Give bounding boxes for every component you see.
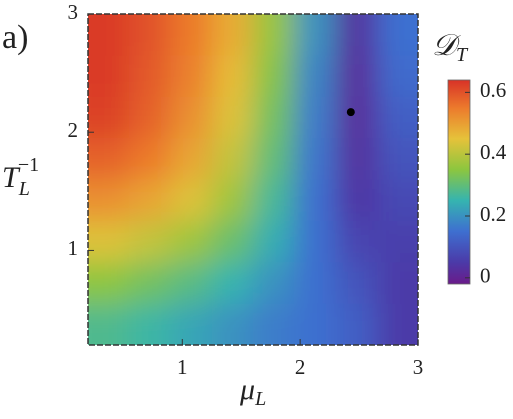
y-tick-label: 2 — [68, 118, 79, 142]
colorbar-tick-label: 0 — [480, 264, 491, 288]
heat-cell — [376, 303, 418, 345]
heat-cell — [253, 262, 295, 305]
y-label-sup: −1 — [18, 154, 39, 176]
heat-cell — [294, 96, 336, 139]
heat-cell — [170, 55, 213, 98]
colorbar-tick-label: 0.2 — [480, 202, 506, 226]
x-tick-label: 1 — [177, 355, 188, 379]
heat-cell — [88, 96, 130, 139]
heat-cell — [129, 262, 171, 305]
heat-cell — [88, 14, 130, 56]
y-label-base: T — [2, 161, 21, 194]
colorbar — [447, 79, 471, 285]
heat-cell — [376, 179, 418, 222]
heat-cell — [253, 55, 295, 98]
heat-cell — [335, 138, 378, 180]
heat-cell — [129, 138, 171, 180]
heat-cell — [253, 303, 295, 345]
heat-cell — [253, 220, 295, 263]
colorbar-label: 𝒟T — [432, 29, 469, 66]
heat-cell — [129, 55, 171, 98]
heat-cell — [211, 96, 254, 139]
marker-point — [346, 108, 355, 117]
heat-cell — [129, 14, 171, 56]
y-tick-label: 1 — [68, 236, 79, 260]
colorbar-label-sub: T — [456, 44, 469, 66]
heat-cell — [335, 262, 378, 305]
heat-cell — [294, 303, 336, 345]
heat-cell — [170, 138, 213, 180]
heat-cell — [211, 55, 254, 98]
heat-cell — [170, 14, 213, 56]
y-label-sub: L — [18, 178, 30, 200]
heat-cell — [129, 220, 171, 263]
plot-frame — [87, 13, 419, 346]
heat-cell — [170, 303, 213, 345]
heat-cell — [253, 179, 295, 222]
heat-cell — [376, 138, 418, 180]
heat-cell — [129, 96, 171, 139]
colorbar-tick-label: 0.6 — [480, 78, 506, 102]
heat-cell — [335, 96, 378, 139]
heat-cell — [211, 138, 254, 180]
heat-cell — [376, 14, 418, 56]
heat-cell — [376, 55, 418, 98]
heat-cell — [335, 179, 378, 222]
heat-cell — [88, 303, 130, 345]
panel-label: a) — [2, 19, 28, 56]
heat-cell — [88, 138, 130, 180]
heat-cell — [88, 262, 130, 305]
heat-cell — [170, 179, 213, 222]
colorbar-tick-label: 0.4 — [480, 140, 507, 164]
heat-cell — [129, 303, 171, 345]
x-tick-label: 3 — [413, 355, 424, 379]
heat-cell — [211, 262, 254, 305]
x-axis-label: μL — [239, 373, 266, 410]
heat-cell — [294, 14, 336, 56]
heat-cell — [335, 14, 378, 56]
heat-cell — [294, 138, 336, 180]
heat-cell — [294, 55, 336, 98]
heat-cell — [129, 179, 171, 222]
x-tick-label: 2 — [295, 355, 306, 379]
y-axis-label: TL−1 — [2, 154, 39, 200]
heat-cell — [294, 220, 336, 263]
heat-cell — [335, 220, 378, 263]
heat-cell — [211, 14, 254, 56]
heat-cell — [170, 262, 213, 305]
heat-cell — [88, 220, 130, 263]
heat-cell — [88, 55, 130, 98]
y-tick-label: 3 — [68, 0, 79, 24]
heat-cell — [170, 220, 213, 263]
heat-cell — [376, 262, 418, 305]
heat-cell — [211, 179, 254, 222]
heat-cell — [253, 96, 295, 139]
heat-cell — [376, 220, 418, 263]
heat-cell — [376, 96, 418, 139]
heat-cell — [88, 179, 130, 222]
heat-cell — [335, 55, 378, 98]
x-label-base: μ — [239, 373, 255, 406]
heat-cell — [253, 138, 295, 180]
heat-cell — [211, 303, 254, 345]
heat-cell — [294, 179, 336, 222]
heat-cell — [170, 96, 213, 139]
x-label-sub: L — [254, 388, 266, 410]
heat-cell — [211, 220, 254, 263]
heat-cell — [294, 262, 336, 305]
heat-cell — [335, 303, 378, 345]
heat-cell — [253, 14, 295, 56]
